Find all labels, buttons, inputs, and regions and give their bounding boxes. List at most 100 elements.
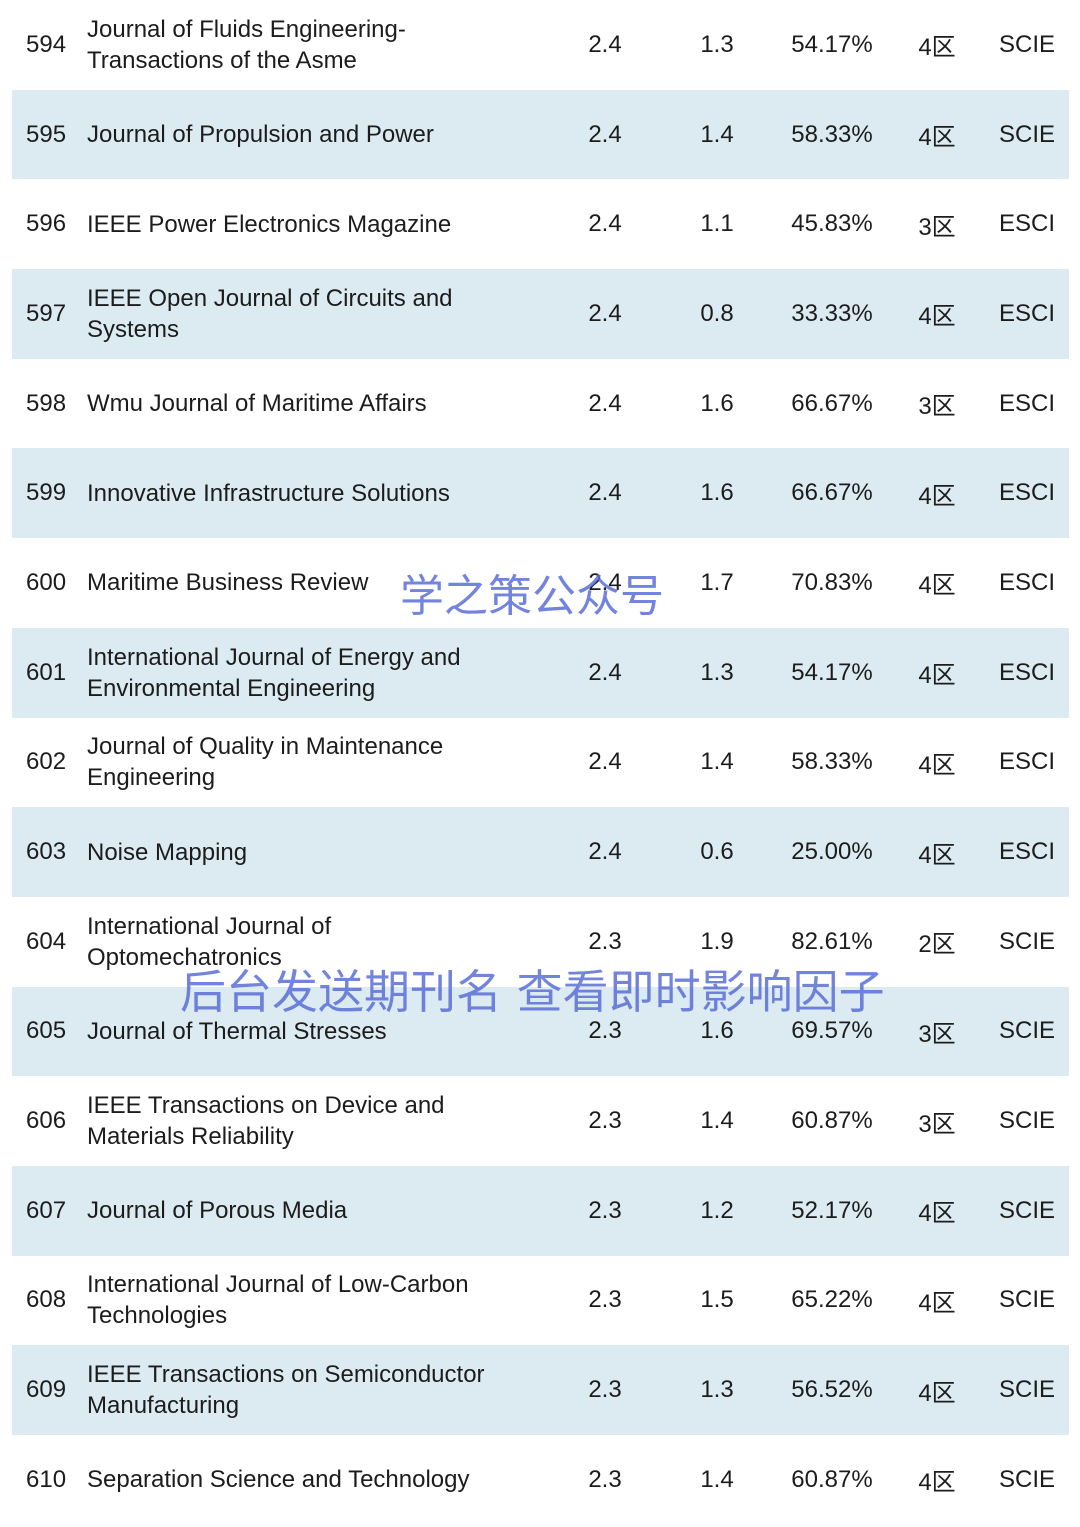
zone-label: 3区 [918, 1110, 956, 1138]
impact-factor: 2.3 [588, 1196, 622, 1224]
index-label: ESCI [998, 838, 1055, 866]
impact-factor: 2.4 [588, 389, 622, 417]
journal-name: IEEE Transactions on Semiconductor Manufa… [87, 1361, 485, 1420]
percentile: 45.83% [791, 210, 873, 238]
table-row: 608 International Journal of Low-Carbon Te… [12, 1256, 1069, 1346]
index-label: SCIE [998, 1196, 1055, 1224]
index-label: SCIE [998, 30, 1055, 58]
zone-label: 3区 [918, 1020, 956, 1048]
table-row: 606 IEEE Transactions on Device and Materi… [12, 1076, 1069, 1166]
table-row: 609 IEEE Transactions on Semiconductor Man… [12, 1345, 1069, 1435]
journal-name: International Journal of Energy and Envir… [87, 643, 461, 702]
journal-name: IEEE Transactions on Device and Materials… [87, 1092, 445, 1151]
index-label: SCIE [998, 1017, 1055, 1045]
percentile: 25.00% [791, 838, 873, 866]
table-row: 600 Maritime Business Review 2.4 1.7 70.83% 4… [12, 538, 1069, 628]
five-year-value: 1.4 [700, 120, 734, 148]
row-number: 596 [26, 210, 67, 238]
table-row: 598 Wmu Journal of Maritime Affairs 2.4 1.6… [12, 359, 1069, 449]
five-year-value: 1.3 [700, 1376, 734, 1404]
percentile: 66.67% [791, 479, 873, 507]
journal-name: International Journal of Optomechatronics [87, 912, 332, 971]
row-number: 602 [26, 748, 67, 776]
index-label: SCIE [998, 1465, 1055, 1493]
row-number: 600 [26, 568, 67, 596]
row-number: 597 [26, 299, 67, 327]
percentile: 56.52% [791, 1376, 873, 1404]
impact-factor: 2.4 [588, 568, 622, 596]
impact-factor: 2.4 [588, 748, 622, 776]
five-year-value: 1.5 [700, 1286, 734, 1314]
five-year-value: 1.6 [700, 389, 734, 417]
impact-factor: 2.4 [588, 30, 622, 58]
impact-factor: 2.4 [588, 210, 622, 238]
row-number: 604 [26, 927, 67, 955]
impact-factor: 2.3 [588, 1107, 622, 1135]
percentile: 54.17% [791, 658, 873, 686]
five-year-value: 1.4 [700, 748, 734, 776]
zone-label: 4区 [918, 1200, 956, 1228]
percentile: 69.57% [791, 1017, 873, 1045]
table-row: 594 Journal of Fluids Engineering- Transac… [12, 0, 1069, 90]
table-row: 599 Innovative Infrastructure Solutions 2.… [12, 448, 1069, 539]
five-year-value: 1.3 [700, 30, 734, 58]
impact-factor: 2.3 [588, 927, 622, 955]
percentile: 58.33% [791, 120, 873, 148]
journal-name: Maritime Business Review [87, 569, 369, 597]
impact-factor: 2.3 [588, 1286, 622, 1314]
zone-label: 3区 [918, 393, 956, 421]
percentile: 82.61% [791, 927, 873, 955]
percentile: 54.17% [791, 30, 873, 58]
impact-factor: 2.4 [588, 479, 622, 507]
five-year-value: 1.2 [700, 1196, 734, 1224]
row-number: 608 [26, 1286, 67, 1314]
table-row: 610 Separation Science and Technology 2.3 1… [12, 1435, 1069, 1525]
five-year-value: 1.4 [700, 1465, 734, 1493]
zone-label: 3区 [918, 213, 956, 241]
table-row: 607 Journal of Porous Media 2.3 1.2 52.17% 4区… [12, 1165, 1069, 1256]
journal-name: Separation Science and Technology [87, 1466, 470, 1494]
table-row: 595 Journal of Propulsion and Power 2.4 1.4… [12, 89, 1069, 180]
row-number: 598 [26, 389, 67, 417]
index-label: SCIE [998, 120, 1055, 148]
five-year-value: 1.9 [700, 927, 734, 955]
impact-factor: 2.3 [588, 1376, 622, 1404]
index-label: ESCI [998, 658, 1055, 686]
percentile: 60.87% [791, 1107, 873, 1135]
row-number: 599 [26, 479, 67, 507]
table-row: 597 IEEE Open Journal of Circuits and Syst… [12, 269, 1069, 359]
zone-label: 4区 [918, 572, 956, 600]
zone-label: 4区 [918, 662, 956, 690]
percentile: 33.33% [791, 299, 873, 327]
zone-label: 4区 [918, 751, 956, 779]
row-number: 605 [26, 1017, 67, 1045]
zone-label: 2区 [918, 931, 956, 959]
row-number: 606 [26, 1107, 67, 1135]
percentile: 70.83% [791, 568, 873, 596]
index-label: ESCI [998, 389, 1055, 417]
five-year-value: 1.7 [700, 568, 734, 596]
row-number: 609 [26, 1376, 67, 1404]
impact-factor: 2.4 [588, 658, 622, 686]
row-number: 603 [26, 838, 67, 866]
percentile: 66.67% [791, 389, 873, 417]
index-label: SCIE [998, 927, 1055, 955]
table-row: 605 Journal of Thermal Stresses 2.3 1.6 69.5… [12, 986, 1069, 1077]
impact-factor: 2.4 [588, 838, 622, 866]
journal-name: Noise Mapping [87, 838, 248, 866]
five-year-value: 0.6 [700, 838, 734, 866]
percentile: 65.22% [791, 1286, 873, 1314]
zone-label: 4区 [918, 841, 956, 869]
row-number: 595 [26, 120, 67, 148]
row-number: 601 [26, 658, 67, 686]
table-row: 596 IEEE Power Electronics Magazine 2.4 1.1… [12, 179, 1069, 269]
row-number: 607 [26, 1196, 67, 1224]
impact-factor: 2.3 [588, 1465, 622, 1493]
journal-name: Journal of Porous Media [87, 1197, 348, 1225]
table-row: 601 International Journal of Energy and En… [12, 627, 1069, 718]
impact-factor: 2.4 [588, 120, 622, 148]
zone-label: 4区 [918, 124, 956, 152]
impact-factor: 2.4 [588, 299, 622, 327]
journal-name: IEEE Power Electronics Magazine [87, 210, 452, 238]
index-label: SCIE [998, 1286, 1055, 1314]
